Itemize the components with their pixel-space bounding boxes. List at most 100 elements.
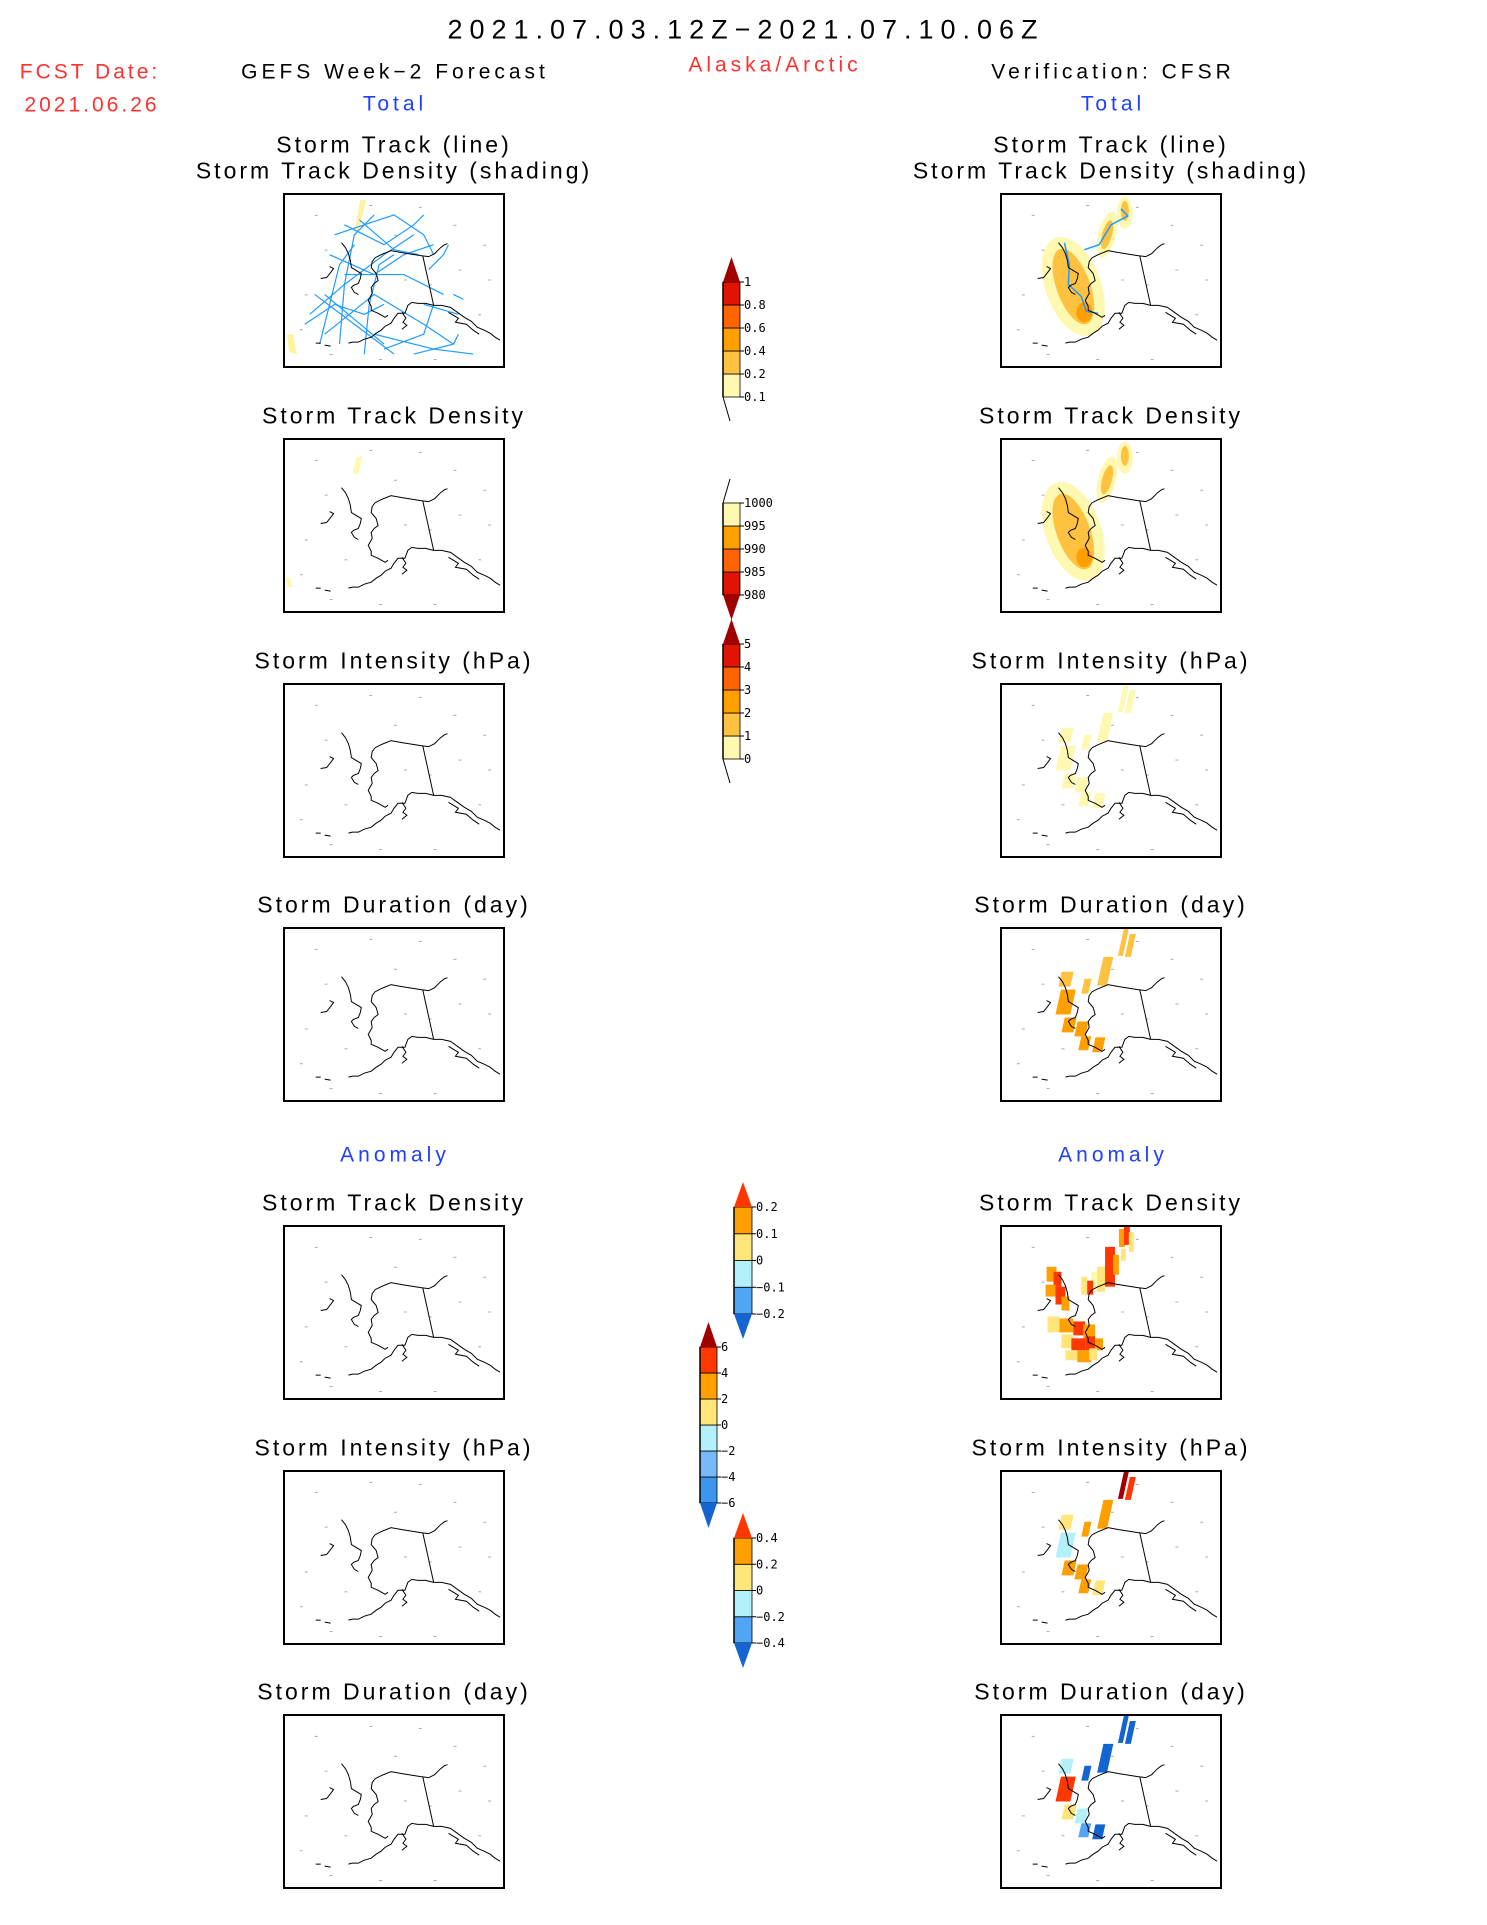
coastline bbox=[320, 511, 335, 525]
graticule-mark bbox=[394, 479, 397, 481]
graticule-mark bbox=[379, 359, 383, 361]
density-patch bbox=[354, 199, 367, 233]
graticule-mark bbox=[488, 1013, 492, 1015]
colorbar-segment bbox=[733, 1206, 753, 1235]
coastline bbox=[433, 304, 501, 341]
coastline bbox=[1165, 1343, 1197, 1367]
graticule-mark bbox=[488, 1800, 492, 1802]
cfsr-duration-anomaly-title: Storm Duration (day) bbox=[974, 1678, 1248, 1705]
gefs-storm-duration-title: Storm Duration (day) bbox=[257, 891, 531, 918]
graticule-mark bbox=[1170, 714, 1174, 716]
colorbar-tick-label: 985 bbox=[744, 565, 766, 579]
graticule-mark bbox=[458, 269, 462, 271]
colorbar-segment bbox=[733, 1286, 753, 1315]
graticule-mark bbox=[418, 1238, 422, 1240]
graticule-mark bbox=[1175, 269, 1179, 271]
data-patch bbox=[1123, 1227, 1130, 1245]
coastline bbox=[401, 312, 408, 330]
data-patch bbox=[1055, 745, 1076, 771]
coastline bbox=[315, 587, 331, 592]
coastline bbox=[1065, 1822, 1151, 1865]
graticule-mark bbox=[1061, 1835, 1065, 1837]
data-patch bbox=[1117, 685, 1129, 712]
coastline bbox=[1139, 745, 1152, 796]
graticule-mark bbox=[1170, 1745, 1174, 1747]
graticule-mark bbox=[1205, 1311, 1209, 1313]
data-patch bbox=[1045, 1284, 1056, 1297]
graticule-mark bbox=[314, 1735, 318, 1737]
data-patch bbox=[1058, 1514, 1074, 1530]
colorbar-tick-label: 980 bbox=[744, 588, 766, 602]
graticule-mark bbox=[329, 1631, 333, 1633]
graticule-mark bbox=[329, 1875, 333, 1877]
colorbar-segment bbox=[722, 525, 741, 550]
graticule-mark bbox=[304, 1571, 308, 1573]
graticule-mark bbox=[344, 1835, 348, 1837]
graticule-mark bbox=[1086, 204, 1090, 206]
coastline bbox=[374, 1275, 448, 1291]
total-label-left: Total bbox=[362, 92, 428, 116]
graticule-mark bbox=[304, 1028, 308, 1030]
anomaly-label-right: Anomaly bbox=[1058, 1143, 1168, 1167]
coastline bbox=[367, 1289, 389, 1350]
colorbar-segment bbox=[722, 327, 741, 352]
coastline bbox=[1032, 342, 1048, 347]
graticule-mark bbox=[1145, 1018, 1149, 1020]
gefs-intensity-anomaly-title: Storm Intensity (hPa) bbox=[254, 1434, 534, 1461]
graticule-mark bbox=[1170, 958, 1174, 960]
coastline bbox=[367, 1534, 389, 1595]
coastline bbox=[1091, 1764, 1165, 1780]
gefs-track-density-total-map bbox=[283, 193, 505, 368]
coastline bbox=[1165, 1832, 1197, 1856]
graticule-mark bbox=[369, 694, 373, 696]
colorbar-over-arrow bbox=[734, 1513, 752, 1538]
graticule-mark bbox=[453, 958, 457, 960]
graticule-mark bbox=[1150, 849, 1154, 851]
coastline bbox=[315, 832, 331, 837]
gefs-track-density-title: Storm Track Density bbox=[261, 402, 527, 429]
colorbar-segment bbox=[699, 1450, 718, 1478]
graticule-mark bbox=[483, 1521, 487, 1523]
colorbar-over-arrow bbox=[723, 619, 740, 644]
coastline bbox=[401, 1833, 408, 1851]
coastline bbox=[1091, 977, 1165, 993]
coastline bbox=[433, 549, 501, 586]
graticule-mark bbox=[299, 1361, 303, 1363]
data-patch bbox=[1092, 1580, 1106, 1596]
storm-track-line bbox=[324, 293, 454, 345]
graticule-mark bbox=[344, 1346, 348, 1348]
gefs-intensity-anomaly-map bbox=[283, 1470, 505, 1645]
graticule-mark bbox=[1195, 804, 1199, 806]
graticule-mark bbox=[1200, 978, 1204, 980]
graticule-mark bbox=[1046, 599, 1050, 601]
storm-track-line bbox=[334, 214, 435, 255]
storm-track-line bbox=[363, 254, 395, 355]
coastline bbox=[1032, 1374, 1048, 1379]
graticule-mark bbox=[344, 1591, 348, 1593]
graticule-mark bbox=[324, 494, 328, 496]
colorbar-over-arrow bbox=[700, 1322, 717, 1347]
colorbar-tick-label: 0 bbox=[756, 1584, 763, 1598]
graticule-mark bbox=[428, 774, 432, 776]
colorbar-duration: 0 1 2 3 4 5 bbox=[722, 619, 810, 789]
graticule-mark bbox=[1205, 1800, 1209, 1802]
colorbar-tick-label: 0.4 bbox=[756, 1531, 778, 1545]
graticule-mark bbox=[394, 234, 397, 236]
map-edge-line bbox=[722, 396, 731, 422]
graticule-mark bbox=[1135, 1727, 1139, 1729]
graticule-mark bbox=[1200, 734, 1204, 736]
graticule-mark bbox=[428, 1316, 432, 1318]
graticule-mark bbox=[329, 844, 333, 846]
graticule-mark bbox=[1120, 524, 1124, 526]
coastline bbox=[422, 1287, 435, 1338]
coastline bbox=[1037, 511, 1052, 525]
coastline bbox=[1165, 801, 1197, 825]
graticule-mark bbox=[478, 1591, 482, 1593]
graticule-mark bbox=[1086, 1481, 1090, 1483]
graticule-mark bbox=[1061, 804, 1065, 806]
coastline bbox=[367, 257, 389, 318]
colorbar-segment bbox=[722, 373, 741, 398]
graticule-mark bbox=[394, 1755, 397, 1757]
graticule-mark bbox=[324, 739, 328, 741]
graticule-mark bbox=[1031, 1491, 1035, 1493]
